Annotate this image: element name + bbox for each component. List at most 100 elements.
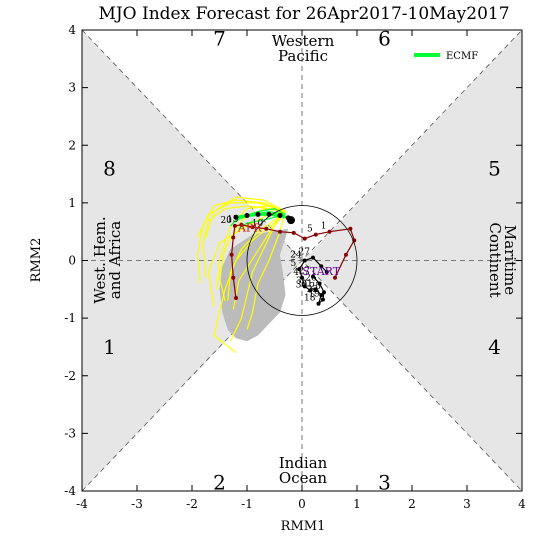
y-tick-label: -1: [64, 311, 76, 325]
track-point: [316, 301, 321, 306]
track-point: [317, 281, 322, 286]
region-right-line2: Continent: [486, 222, 504, 297]
track-point: [344, 252, 348, 257]
track-point: [352, 238, 357, 243]
track-point: [322, 290, 326, 295]
track-point: [319, 264, 324, 269]
track-point-label: 10: [252, 219, 264, 229]
track-point-label: 19: [308, 290, 320, 300]
region-bottom-line2: Ocean: [279, 469, 328, 487]
x-tick-label: -3: [131, 497, 143, 511]
track-point: [277, 213, 283, 219]
y-tick-label: 0: [68, 254, 76, 268]
track-point: [311, 274, 315, 279]
track-point: [250, 225, 255, 230]
y-tick-label: -2: [64, 369, 76, 383]
ensemble-member-track: [202, 205, 286, 278]
x-tick-label: -1: [241, 497, 253, 511]
x-tick-label: -4: [76, 497, 88, 511]
y-tick-label: -4: [64, 484, 76, 498]
track-point: [300, 275, 304, 280]
spread-polygon: [219, 228, 289, 342]
region-right-line1: Maritime: [501, 225, 519, 295]
track-point-label: 5: [291, 259, 297, 269]
x-axis-label: RMM1: [281, 519, 326, 534]
track-point: [239, 222, 244, 227]
track-point: [324, 270, 329, 275]
phase-number-7: 7: [213, 27, 226, 51]
phase-boundaries: [81, 29, 523, 492]
annotation-start: START: [302, 265, 340, 278]
track-point: [297, 267, 302, 272]
track-point: [308, 288, 313, 293]
y-axis-label: RMM2: [29, 238, 44, 283]
x-tick-label: 2: [408, 497, 416, 511]
track-point-label: 31: [301, 279, 312, 289]
phase-number-4: 4: [488, 335, 501, 359]
track-point: [313, 287, 318, 292]
tick-labels: -4 -3 -2 -1 0 1 2 3 4 -4 -3 -2 -1 0 1 2 3 4: [64, 23, 526, 511]
track-point: [348, 226, 353, 231]
track-point-label: 1: [321, 222, 327, 232]
track-point-label: 30: [296, 280, 308, 290]
chart-annotations: START APR: [237, 222, 341, 278]
ensemble-spread-shading: [219, 228, 289, 342]
track-point-label: 15: [227, 215, 239, 225]
track-point: [232, 223, 237, 228]
y-tick-label: 2: [68, 138, 76, 152]
axes: [81, 29, 523, 492]
track-point-label: 26: [305, 274, 317, 284]
track-point: [311, 255, 315, 260]
x-tick-label: 1: [353, 497, 361, 511]
track-point-label: 25: [310, 282, 322, 292]
region-left-line2: and Africa: [106, 221, 124, 299]
track-point: [231, 275, 236, 280]
x-tick-label: 4: [518, 497, 526, 511]
track-point: [302, 258, 307, 263]
phase-number-1: 1: [103, 335, 116, 359]
y-tick-label: 3: [68, 81, 76, 95]
ensemble-member-track: [232, 211, 286, 310]
track-point-label: 5: [307, 225, 313, 235]
ensemble-member-track: [205, 196, 286, 238]
legend: ECMF: [414, 51, 478, 62]
region-top-line1: Western: [272, 32, 335, 50]
track-point: [229, 252, 234, 257]
track-point-label: 18: [304, 294, 316, 304]
track-point: [320, 297, 325, 302]
y-tick-label: -3: [64, 426, 76, 440]
phase-sector-right: [303, 30, 522, 491]
track-point: [302, 284, 307, 289]
track-point: [313, 232, 318, 237]
ensemble-member-track: [213, 211, 286, 354]
track-point-label: 24: [290, 251, 302, 261]
track-point: [255, 211, 261, 217]
annotation-apr: APR: [237, 222, 262, 235]
ensemble-member-track: [196, 199, 286, 284]
track-point-label: 22: [307, 285, 318, 295]
track-point-label: 27: [299, 267, 311, 277]
x-tick-label: -2: [186, 497, 198, 511]
track-point: [291, 230, 296, 235]
unit-circle: [246, 205, 358, 316]
phase-number-2: 2: [213, 470, 226, 494]
region-left-line1: West. Hem.: [91, 216, 109, 303]
track-point-label: 4: [293, 268, 299, 278]
track-point: [319, 293, 324, 298]
y-tick-label: 4: [68, 23, 76, 37]
x-tick-label: 0: [298, 497, 306, 511]
phase-number-5: 5: [488, 156, 501, 180]
ensemble-member-track: [246, 211, 287, 330]
chart-title: MJO Index Forecast for 26Apr2017-10May20…: [98, 4, 509, 24]
legend-label-ecmf: ECMF: [446, 51, 478, 62]
region-top-line2: Pacific: [278, 47, 328, 65]
region-bottom-line1: Indian: [279, 454, 328, 472]
track-point: [234, 295, 238, 300]
phase-number-3: 3: [378, 470, 391, 494]
phase-number-8: 8: [103, 156, 116, 180]
track-point: [333, 275, 337, 280]
track-point: [264, 226, 269, 231]
